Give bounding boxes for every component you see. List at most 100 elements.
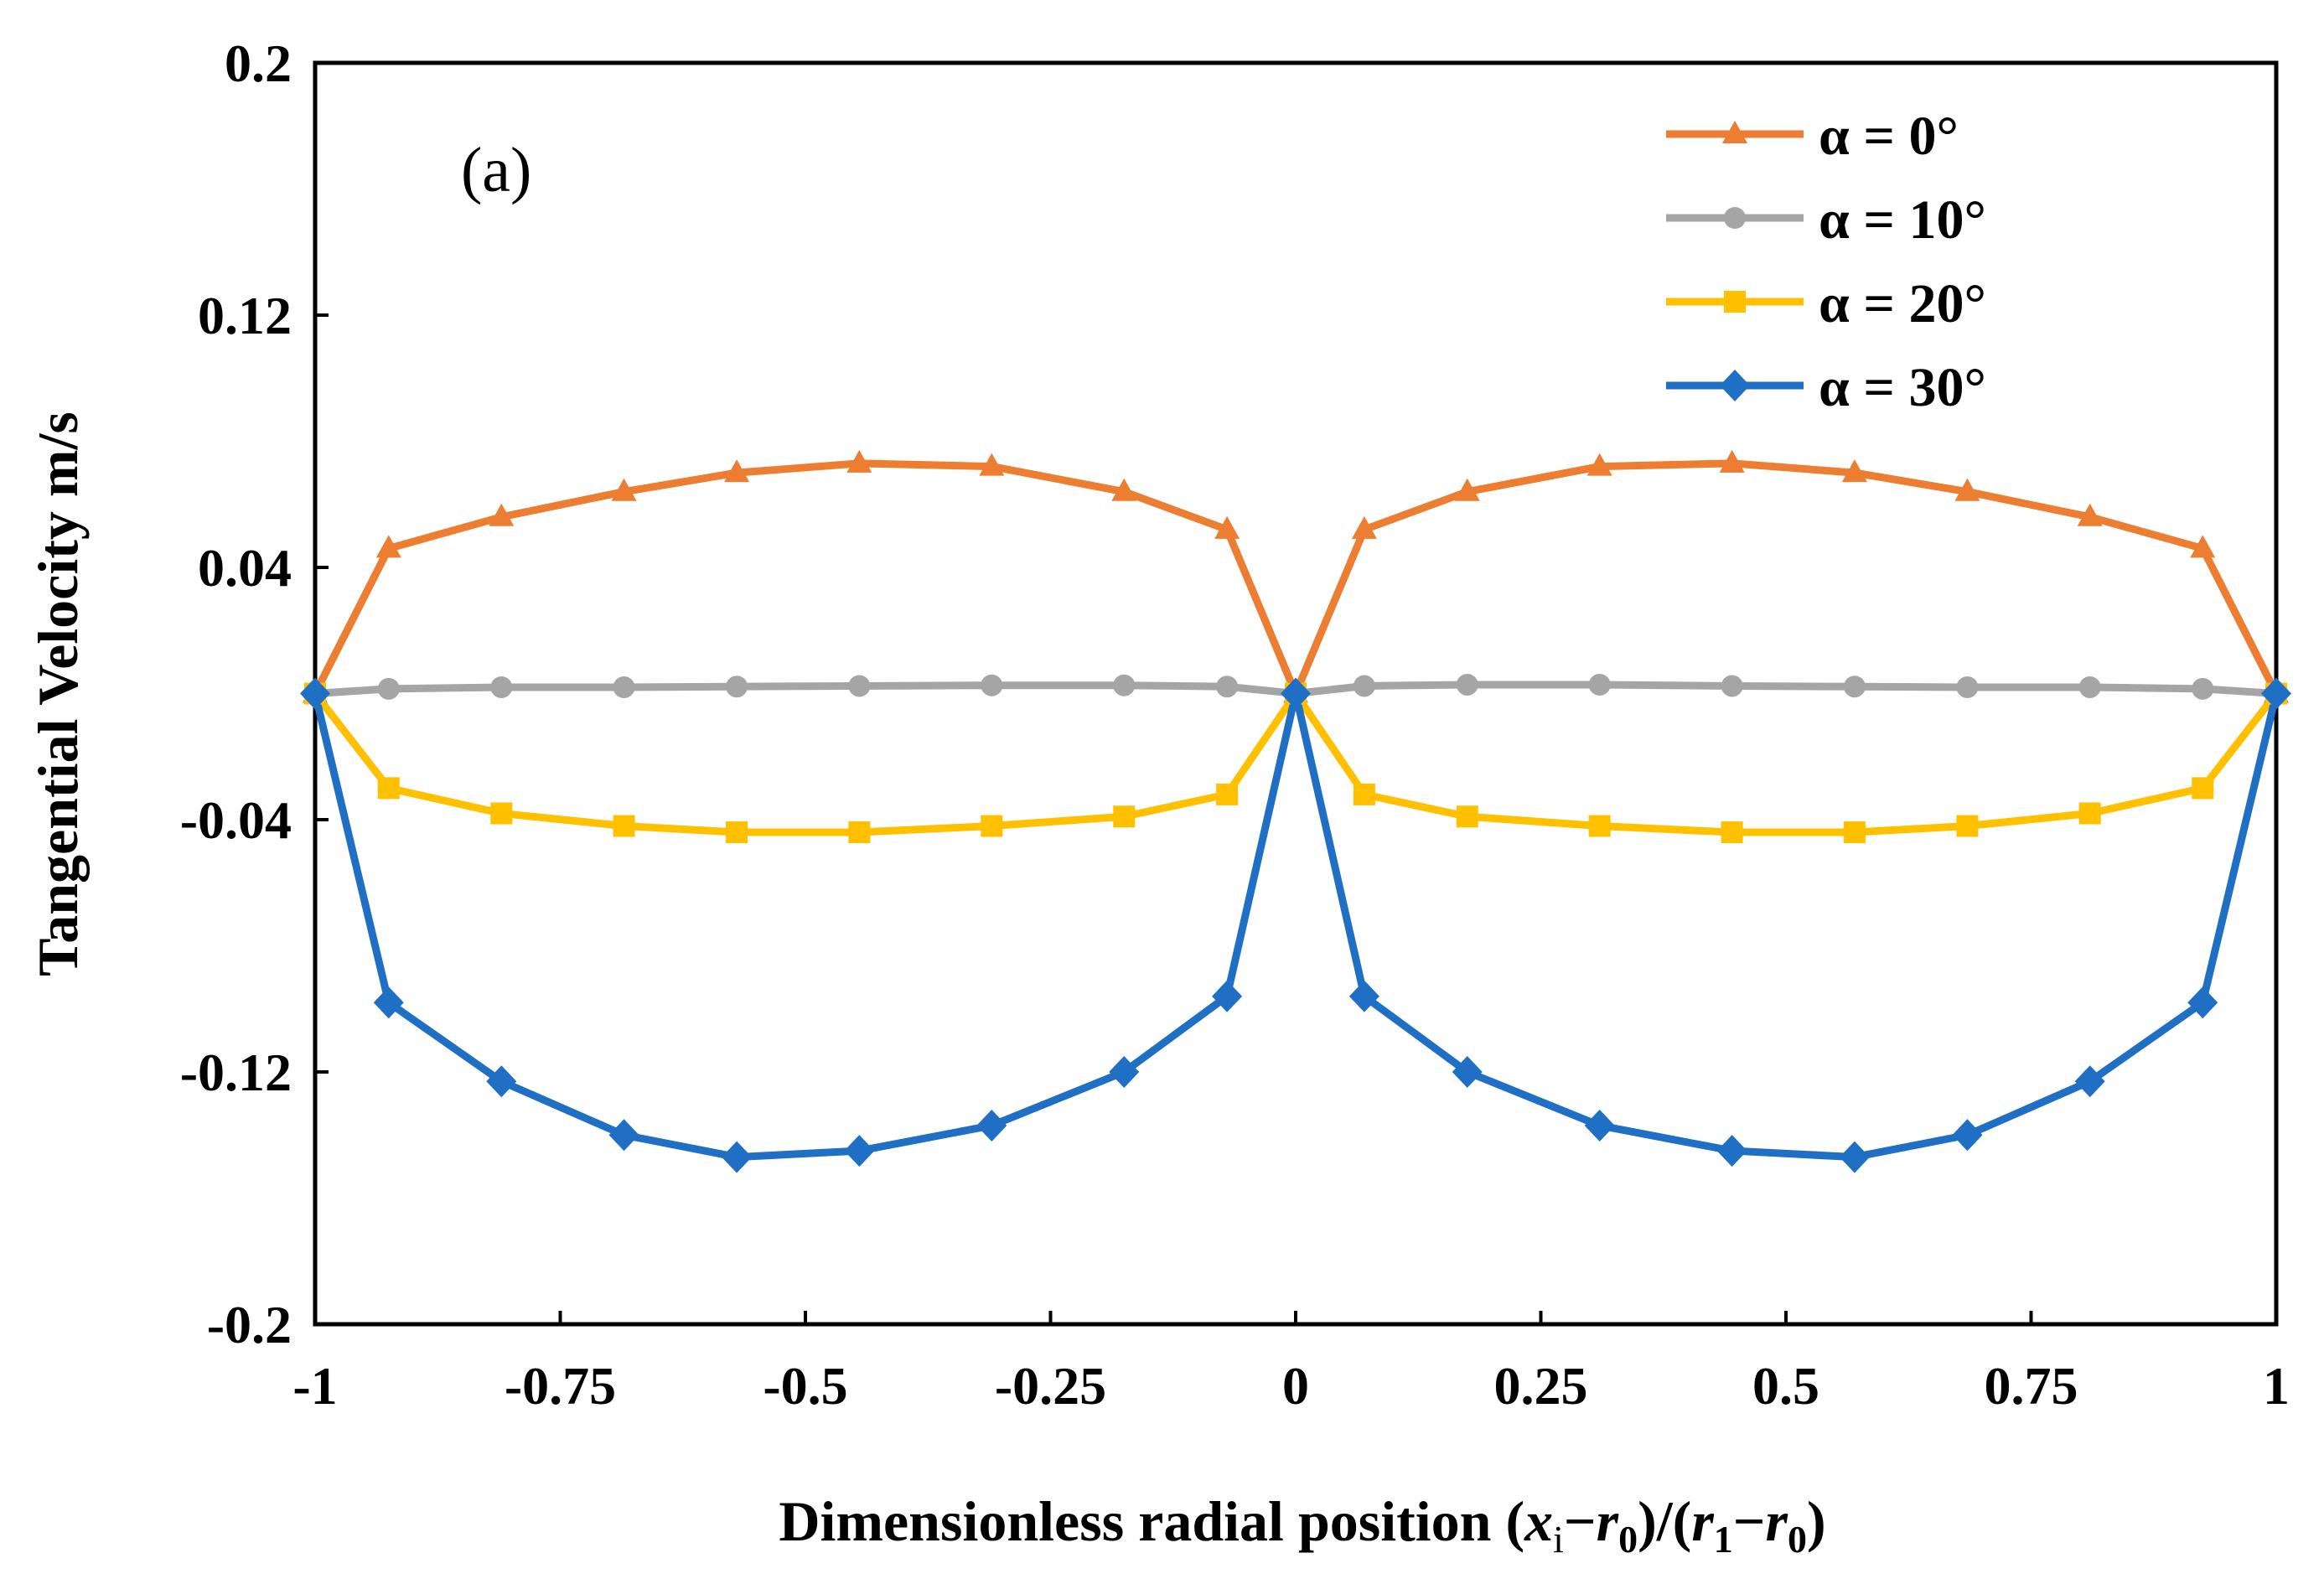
data-point bbox=[722, 1141, 753, 1173]
data-point bbox=[1456, 673, 1478, 696]
data-point bbox=[490, 676, 513, 698]
legend-label: α = 0° bbox=[1819, 106, 1959, 167]
x-title-sub-0b: 0 bbox=[1788, 1518, 1807, 1561]
x-tick-label: -1 bbox=[292, 1356, 337, 1416]
x-title-suffix: ) bbox=[1807, 1489, 1826, 1553]
series-markers bbox=[300, 449, 2291, 1173]
data-point bbox=[1721, 675, 1743, 697]
y-tick-label: -0.12 bbox=[180, 1043, 292, 1102]
data-point bbox=[1954, 478, 1980, 501]
data-point bbox=[1843, 676, 1866, 698]
data-point bbox=[846, 449, 872, 473]
data-point bbox=[1216, 676, 1239, 698]
data-point bbox=[1716, 1135, 1747, 1167]
data-point bbox=[2077, 503, 2103, 526]
data-point bbox=[1839, 1141, 1870, 1173]
x-title-sub-i: i bbox=[1553, 1518, 1564, 1561]
data-point bbox=[1113, 805, 1136, 828]
data-point bbox=[2074, 1065, 2105, 1098]
legend-swatch-marker bbox=[1722, 121, 1747, 143]
data-point bbox=[1216, 783, 1239, 805]
panel-label: (a) bbox=[461, 135, 531, 205]
x-tick-label: 0.25 bbox=[1494, 1356, 1588, 1416]
data-point bbox=[2192, 777, 2214, 800]
data-point bbox=[300, 677, 330, 710]
data-point bbox=[1456, 805, 1478, 828]
data-point bbox=[1841, 459, 1867, 483]
data-point bbox=[2078, 802, 2101, 825]
y-tick-label: -0.04 bbox=[180, 790, 292, 850]
data-point bbox=[844, 1135, 875, 1167]
data-point bbox=[726, 821, 748, 844]
data-point bbox=[1281, 677, 1311, 710]
y-tick-label: -0.2 bbox=[207, 1295, 292, 1354]
data-point bbox=[2078, 676, 2101, 698]
data-point bbox=[486, 1065, 517, 1098]
data-point bbox=[1956, 815, 1979, 837]
series-markers-4 bbox=[300, 677, 2291, 1173]
data-point bbox=[1214, 515, 1240, 539]
data-point bbox=[724, 459, 750, 483]
x-title-mid: )/( bbox=[1638, 1489, 1691, 1553]
x-tick-label: 0.75 bbox=[1985, 1356, 2078, 1416]
x-tick-label: 1 bbox=[2263, 1356, 2290, 1416]
data-point bbox=[1353, 783, 1375, 805]
legend: α = 0° α = 10° α = 20° α = 30° bbox=[1666, 106, 1986, 418]
x-title-sub-1: 1 bbox=[1714, 1518, 1733, 1561]
data-point bbox=[2192, 677, 2214, 700]
data-point bbox=[1952, 1119, 1983, 1152]
data-point bbox=[1588, 673, 1611, 696]
data-point bbox=[1584, 1109, 1615, 1142]
data-point bbox=[377, 777, 400, 800]
data-point bbox=[1454, 478, 1480, 501]
y-axis-ticks: 0.2 0.12 0.04 -0.04 -0.12 -0.2 bbox=[180, 34, 329, 1354]
x-title-minus-2: − bbox=[1733, 1489, 1766, 1553]
data-point bbox=[848, 675, 871, 697]
x-axis-ticks: -1 -0.75 -0.5 -0.25 0 0.25 0.5 0.75 1 bbox=[292, 1311, 2290, 1416]
x-tick-label: 0.5 bbox=[1752, 1356, 1819, 1416]
data-point bbox=[1843, 821, 1866, 844]
legend-swatch-marker bbox=[1720, 370, 1750, 401]
data-point bbox=[2187, 986, 2218, 1019]
x-title-var-r0b: r bbox=[1766, 1489, 1788, 1553]
x-title-var-r0a: r bbox=[1597, 1489, 1619, 1553]
data-point bbox=[1956, 676, 1979, 698]
data-point bbox=[2190, 535, 2216, 558]
data-point bbox=[1586, 453, 1612, 476]
x-tick-label: 0 bbox=[1282, 1356, 1309, 1416]
data-point bbox=[981, 815, 1003, 837]
x-title-prefix: Dimensionless radial position ( bbox=[779, 1489, 1524, 1553]
data-point bbox=[1111, 478, 1137, 501]
data-point bbox=[611, 478, 637, 501]
x-title-var-r1: r bbox=[1691, 1489, 1714, 1553]
x-title-var-x: x bbox=[1524, 1489, 1553, 1553]
data-point bbox=[726, 676, 748, 698]
data-point bbox=[613, 815, 635, 837]
legend-label: α = 10° bbox=[1819, 189, 1986, 251]
data-point bbox=[489, 503, 515, 526]
x-title-sub-0a: 0 bbox=[1618, 1518, 1638, 1561]
data-point bbox=[979, 453, 1005, 476]
data-point bbox=[1353, 675, 1375, 697]
legend-swatch-marker bbox=[1724, 207, 1746, 229]
x-tick-label: -0.5 bbox=[763, 1356, 847, 1416]
legend-swatch-marker bbox=[1724, 291, 1746, 313]
data-point bbox=[1113, 674, 1136, 696]
data-point bbox=[1348, 980, 1379, 1012]
data-point bbox=[976, 1109, 1007, 1142]
y-tick-label: 0.12 bbox=[198, 286, 292, 345]
data-point bbox=[1351, 515, 1377, 539]
data-point bbox=[1452, 1056, 1483, 1088]
data-point bbox=[490, 802, 513, 825]
data-point bbox=[2261, 677, 2291, 710]
data-point bbox=[613, 676, 635, 698]
x-tick-label: -0.75 bbox=[505, 1356, 616, 1416]
x-tick-label: -0.25 bbox=[995, 1356, 1106, 1416]
legend-label: α = 20° bbox=[1819, 273, 1986, 334]
data-point bbox=[373, 986, 404, 1019]
data-point bbox=[377, 677, 400, 700]
data-point bbox=[1721, 821, 1743, 844]
x-title-minus-1: − bbox=[1564, 1489, 1597, 1553]
